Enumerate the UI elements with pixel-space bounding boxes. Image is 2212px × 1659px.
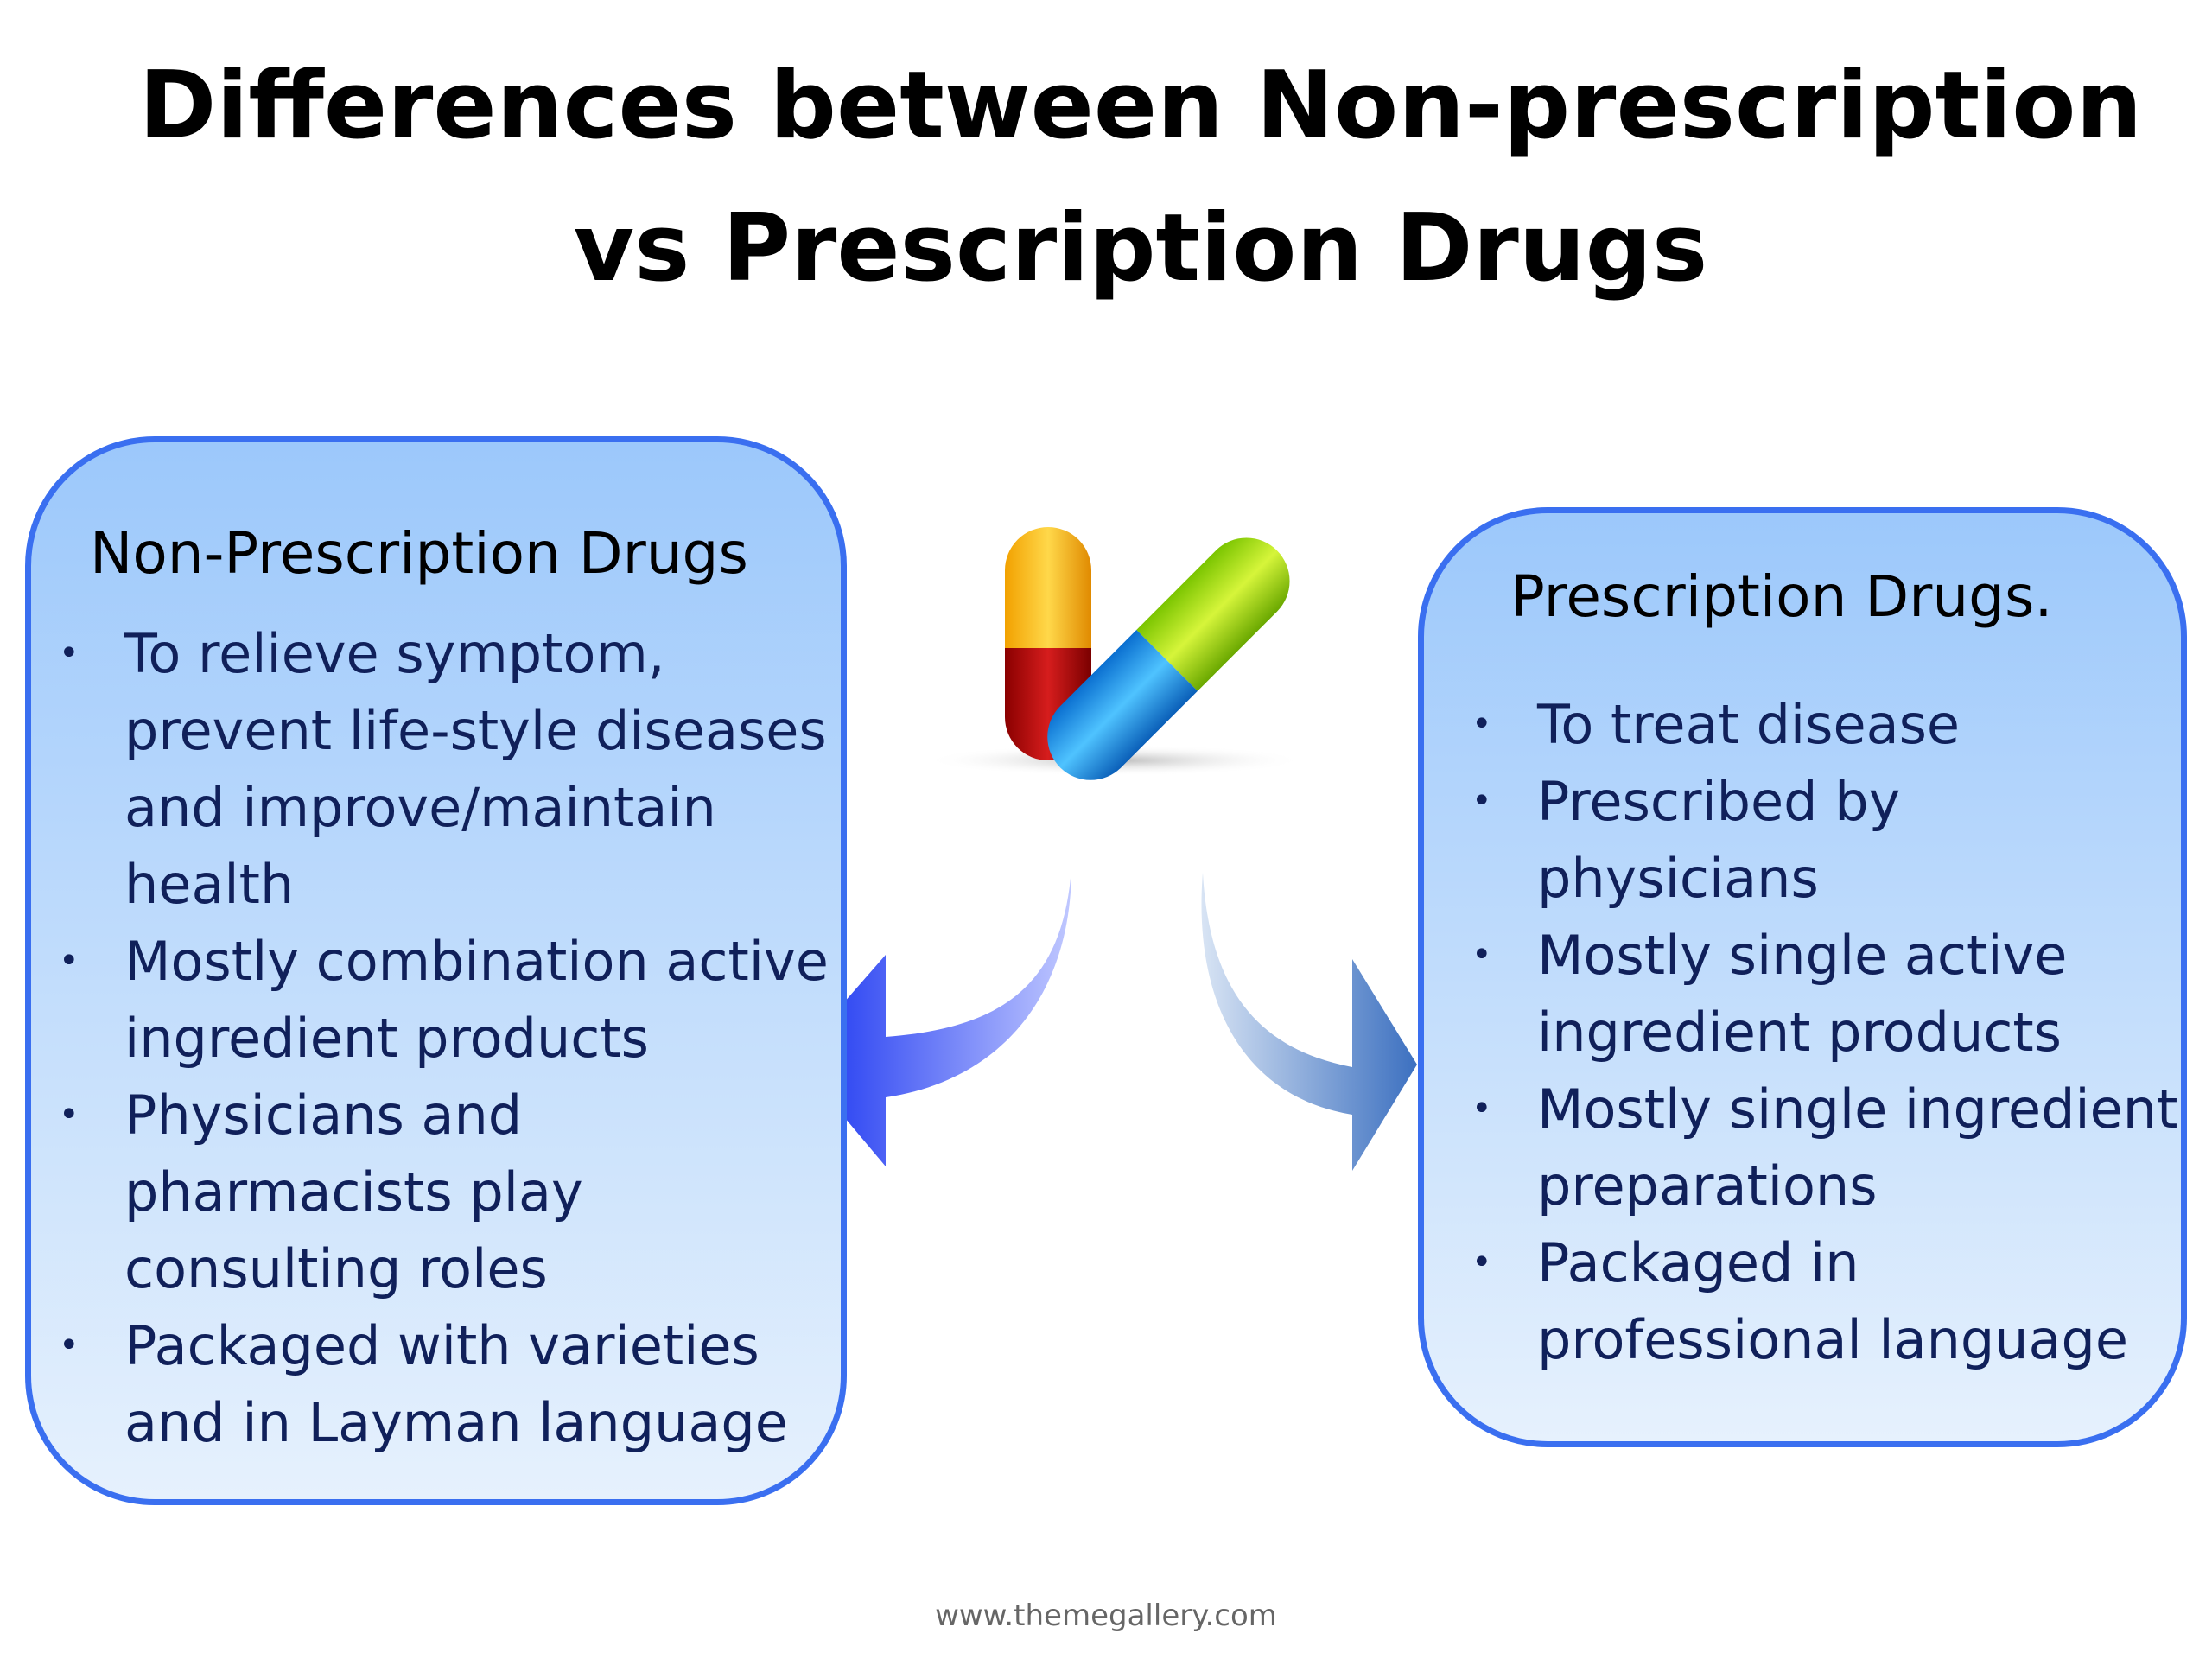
non-prescription-panel: Non-Prescription Drugs To relieve sympto… xyxy=(25,436,847,1505)
prescription-panel: Prescription Drugs. To treat diseasePres… xyxy=(1418,507,2187,1447)
bullet-item: Packaged in professional language xyxy=(1471,1224,2194,1378)
bullet-item: Mostly combination active ingredient pro… xyxy=(59,923,842,1077)
slide-title: Differences between Non-prescription vs … xyxy=(138,52,2143,302)
bullet-item: Mostly single ingredient preparations xyxy=(1471,1071,2194,1224)
panel-heading: Non-Prescription Drugs xyxy=(90,520,748,587)
bullet-item: To relieve symptom, prevent life-style d… xyxy=(59,615,842,923)
arrow-left xyxy=(795,868,1071,1166)
footer-url: www.themegallery.com xyxy=(935,1599,1277,1633)
bullet-item: Prescribed by physicians xyxy=(1471,763,2194,917)
arrow-right xyxy=(1201,873,1417,1171)
bullet-item: Mostly single active ingredient products xyxy=(1471,917,2194,1071)
pill-blue-green xyxy=(1047,537,1290,780)
bullet-item: Packaged with varieties and in Layman la… xyxy=(59,1307,842,1461)
bullet-item: To treat disease xyxy=(1471,686,2194,763)
bullet-list: To relieve symptom, prevent life-style d… xyxy=(59,615,842,1461)
bullet-item: Physicians and pharmacists play consulti… xyxy=(59,1077,842,1307)
panel-heading: Prescription Drugs. xyxy=(1510,563,2053,630)
bullet-list: To treat diseasePrescribed by physicians… xyxy=(1471,686,2194,1378)
